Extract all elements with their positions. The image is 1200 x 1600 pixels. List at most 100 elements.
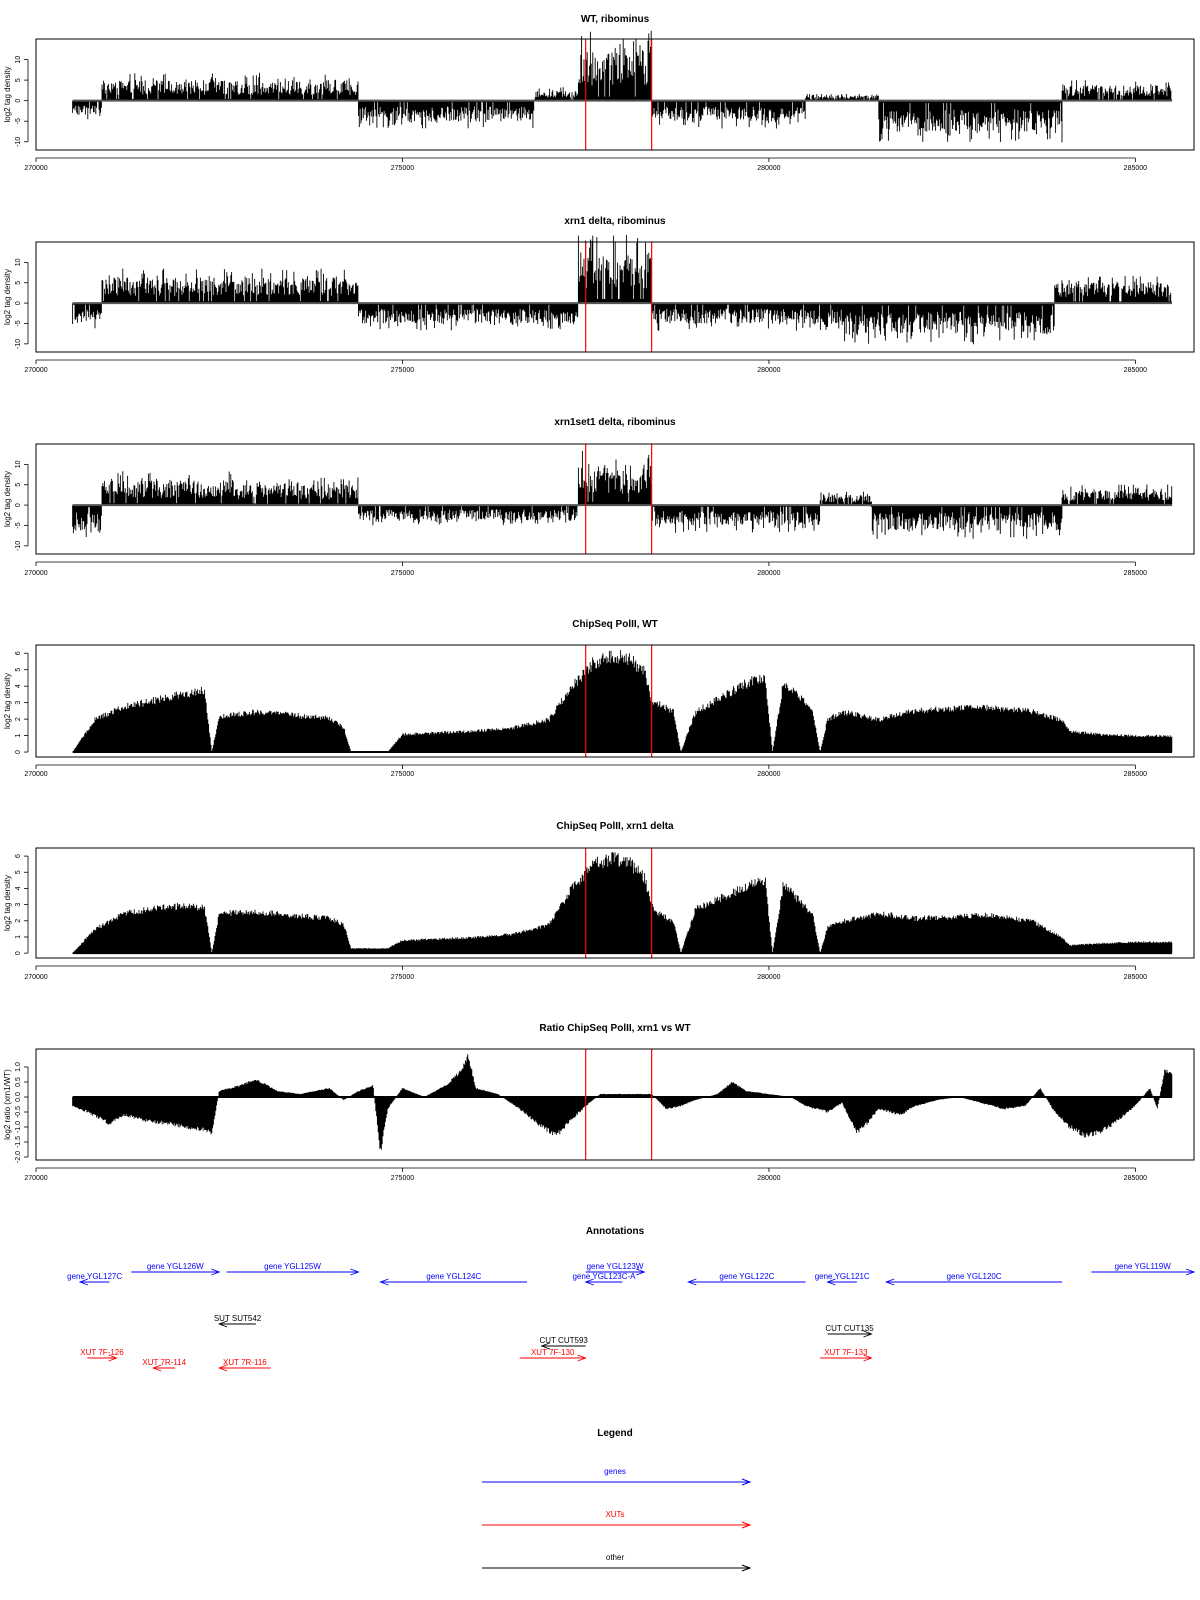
y-tick-label: 5 (15, 483, 22, 487)
y-tick-label: 0.0 (15, 1092, 22, 1102)
x-tick-label: 275000 (391, 165, 414, 172)
feature-xut-7f-126: XUT 7F-126 (80, 1348, 124, 1362)
y-axis: 0 1 2 3 4 5 6 (15, 854, 29, 955)
y-tick-label: -1.5 (15, 1136, 22, 1148)
feature-label: CUT CUT135 (825, 1324, 874, 1333)
y-tick-label: 0 (15, 301, 22, 305)
y-tick-label: -2.0 (15, 1151, 22, 1163)
y-axis-label: log2 tag density (3, 875, 12, 931)
y-tick-label: 5 (15, 870, 22, 874)
bar-segment-8 (805, 94, 879, 101)
feature-xut-7f-133: XUT 7F-133 (820, 1348, 873, 1362)
bar-segment-8 (871, 505, 1063, 539)
arrowhead (211, 1268, 221, 1276)
arrowhead (741, 1564, 752, 1572)
y-axis: 0 1 2 3 4 5 6 (15, 651, 29, 754)
x-tick-label: 285000 (1124, 771, 1147, 778)
bar-segment-1 (72, 303, 102, 329)
y-axis: 10 5 0 -5 -10 (15, 258, 29, 349)
y-tick-label: 6 (15, 854, 22, 858)
feature-label: gene YGL123C-A (572, 1272, 636, 1281)
data-marks (72, 451, 1173, 539)
bar-segment-7 (651, 100, 806, 129)
panel-title: ChipSeq PolII, WT (572, 619, 658, 630)
y-tick-label: -10 (15, 339, 22, 349)
plot-frame (35, 241, 1195, 353)
feature-label: gene YGL127C (67, 1272, 122, 1281)
feature-xut-7r-114: XUT 7R-114 (142, 1358, 187, 1372)
y-tick-label: 3 (15, 701, 22, 705)
feature-cut-cut593: CUT CUT593 (540, 1336, 588, 1350)
y-tick-label: -10 (15, 137, 22, 147)
y-tick-label: 2 (15, 919, 22, 923)
feature-label: gene YGL124C (426, 1272, 481, 1281)
feature-gene-ygl119w: gene YGL119W (1091, 1262, 1196, 1276)
y-tick-label: 5 (15, 668, 22, 672)
bar-segment-6 (651, 303, 843, 331)
arrowhead (741, 1478, 752, 1486)
x-tick-label: 285000 (1124, 165, 1147, 172)
arrowhead (863, 1330, 873, 1338)
panel-5: ChipSeq PolII, xrn1 delta log2 tag densit… (3, 821, 1195, 981)
y-tick-label: 1 (15, 935, 22, 939)
y-axis: 10 5 0 -5 -10 (15, 56, 29, 147)
panel-title: WT, ribominus (581, 14, 650, 25)
bar-segment-5 (577, 234, 652, 304)
y-tick-label: 0 (15, 951, 22, 955)
x-tick-label: 270000 (24, 367, 47, 374)
x-tick-label: 275000 (391, 1175, 414, 1182)
feature-label: gene YGL125W (264, 1262, 321, 1271)
legend-label: other (606, 1553, 625, 1562)
x-tick-label: 275000 (391, 771, 414, 778)
x-axis: 270000 275000 280000 285000 (24, 561, 1147, 577)
bar-segment-5 (533, 87, 579, 101)
y-tick-label: 10 (15, 56, 22, 64)
y-tick-label: -5 (15, 320, 22, 326)
panel-title: xrn1 delta, ribominus (564, 216, 666, 227)
feature-label: XUT 7F-133 (824, 1348, 868, 1357)
feature-xut-7r-116: XUT 7R-116 (217, 1358, 271, 1372)
y-tick-label: 2 (15, 717, 22, 721)
panel-title: xrn1set1 delta, ribominus (554, 417, 676, 428)
feature-gene-ygl127c: gene YGL127C (67, 1272, 122, 1286)
feature-sut-sut542: SUT SUT542 (214, 1314, 262, 1328)
plot-frame (35, 847, 1195, 959)
y-tick-label: -5 (15, 118, 22, 124)
feature-xut-7f-130: XUT 7F-130 (519, 1348, 587, 1362)
x-tick-label: 280000 (757, 771, 780, 778)
arrowhead (826, 1278, 836, 1286)
y-tick-label: -0.5 (15, 1106, 22, 1118)
bar-segment-3 (233, 477, 359, 506)
feature-gene-ygl120c: gene YGL120C (884, 1272, 1063, 1286)
plot-frame (35, 443, 1195, 555)
bar-segment-5 (577, 451, 652, 506)
data-marks (72, 30, 1173, 143)
x-tick-label: 270000 (24, 1175, 47, 1182)
feature-gene-ygl121c: gene YGL121C (815, 1272, 870, 1286)
data-marks (72, 234, 1173, 345)
y-axis-label: log2 ratio (xrn1/WT) (3, 1069, 12, 1140)
panel-title: Ratio ChipSeq PolII, xrn1 vs WT (539, 1023, 690, 1034)
data-marks (72, 852, 1173, 955)
x-axis: 270000 275000 280000 285000 (24, 359, 1147, 374)
y-axis-label: log2 tag density (3, 673, 12, 729)
panel-2: xrn1 delta, ribominus log2 tag density 270… (3, 216, 1195, 374)
bar-segment-3 (233, 268, 359, 304)
annotations-panel: Annotations gene YGL127C gene YGL126W gene … (67, 1226, 1196, 1372)
x-tick-label: 270000 (24, 570, 47, 577)
panel-1: WT, ribominus log2 tag density 270000 27500… (3, 14, 1195, 172)
y-tick-label: 10 (15, 258, 22, 266)
annotations-title: Annotations (586, 1226, 645, 1237)
arrowhead (1185, 1268, 1196, 1276)
y-tick-label: 1 (15, 734, 22, 738)
bar-segment-6 (651, 505, 821, 533)
feature-gene-ygl126w: gene YGL126W (131, 1262, 221, 1276)
arrowhead (584, 1278, 594, 1286)
legend-title: Legend (597, 1428, 633, 1439)
bar-segment-2 (101, 471, 234, 506)
x-tick-label: 280000 (757, 367, 780, 374)
arrowhead (78, 1278, 89, 1286)
feature-label: XUT 7F-130 (531, 1348, 575, 1357)
x-axis: 270000 275000 280000 285000 (24, 1167, 1147, 1182)
